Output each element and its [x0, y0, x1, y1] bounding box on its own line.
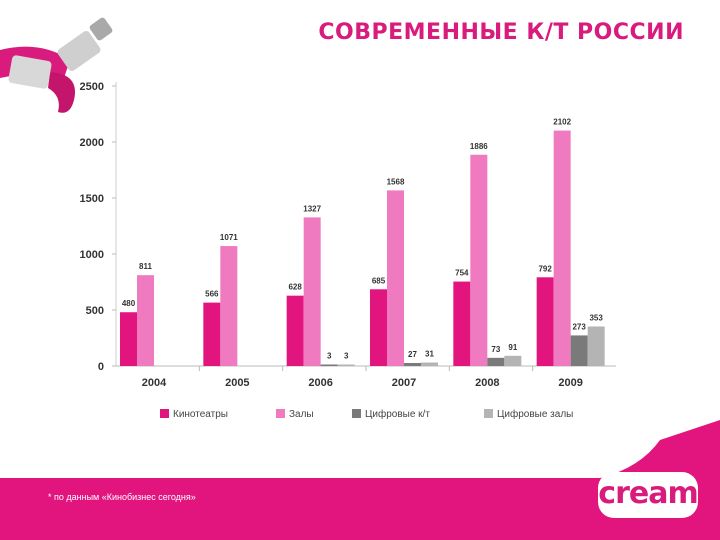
data-label: 27 — [408, 350, 417, 359]
slide-title: СОВРЕМЕННЫЕ К/Т РОССИИ — [318, 20, 684, 45]
cream-logo: cream — [598, 472, 699, 518]
data-label: 353 — [589, 313, 603, 322]
bar — [320, 364, 338, 366]
bottom-band — [0, 420, 720, 540]
x-tick-label: 2009 — [558, 377, 582, 389]
data-label: 566 — [205, 290, 219, 299]
data-label: 1327 — [303, 204, 321, 213]
bar — [421, 362, 438, 366]
data-label: 3 — [327, 352, 332, 361]
data-label: 628 — [288, 283, 302, 292]
data-label: 1071 — [220, 233, 238, 242]
bar — [453, 281, 471, 366]
data-label: 91 — [508, 343, 517, 352]
bar — [587, 326, 605, 366]
legend-label: Залы — [289, 409, 314, 420]
y-tick-label: 2500 — [80, 81, 104, 93]
x-tick-label: 2008 — [475, 377, 499, 389]
bar — [203, 302, 221, 366]
data-label: 273 — [572, 322, 586, 331]
data-label: 31 — [425, 350, 434, 359]
legend-swatch — [484, 409, 493, 418]
data-label: 3 — [344, 352, 349, 361]
y-tick-label: 2000 — [80, 137, 104, 149]
bar — [120, 312, 137, 366]
bar — [387, 190, 404, 366]
data-label: 754 — [455, 269, 469, 278]
bar — [504, 355, 522, 366]
x-tick-label: 2005 — [225, 377, 249, 389]
x-tick-label: 2006 — [308, 377, 332, 389]
legend-label: Кинотеатры — [173, 409, 228, 420]
legend-swatch — [160, 409, 169, 418]
paint-tubes-decoration — [0, 17, 113, 113]
y-tick-label: 0 — [98, 361, 104, 373]
x-tick-label: 2004 — [142, 377, 167, 389]
legend-swatch — [352, 409, 361, 418]
footnote: * по данным «Кинобизнес сегодня» — [48, 492, 196, 502]
bar — [404, 362, 421, 366]
y-tick-label: 500 — [86, 305, 104, 317]
bar — [553, 130, 571, 366]
bar — [303, 217, 321, 366]
data-label: 685 — [372, 276, 386, 285]
legend-label: Цифровые залы — [497, 408, 573, 420]
x-tick-label: 2007 — [392, 377, 416, 389]
data-label: 2102 — [553, 118, 571, 127]
data-label: 1568 — [387, 177, 405, 186]
legend-label: Цифровые к/т — [365, 408, 430, 420]
data-label: 811 — [139, 262, 152, 271]
y-tick-label: 1500 — [80, 193, 104, 205]
bar — [220, 246, 238, 366]
bar — [536, 277, 554, 366]
bar — [470, 154, 488, 366]
bar — [370, 289, 387, 366]
data-label: 73 — [491, 345, 500, 354]
data-label: 1886 — [470, 142, 488, 151]
data-label: 480 — [122, 299, 136, 308]
bar — [286, 295, 304, 366]
bar — [570, 335, 588, 366]
data-label: 792 — [538, 264, 552, 273]
legend-swatch — [276, 409, 285, 418]
bar — [137, 275, 154, 366]
bar — [337, 364, 355, 366]
bar — [487, 357, 505, 366]
y-tick-label: 1000 — [80, 249, 104, 261]
